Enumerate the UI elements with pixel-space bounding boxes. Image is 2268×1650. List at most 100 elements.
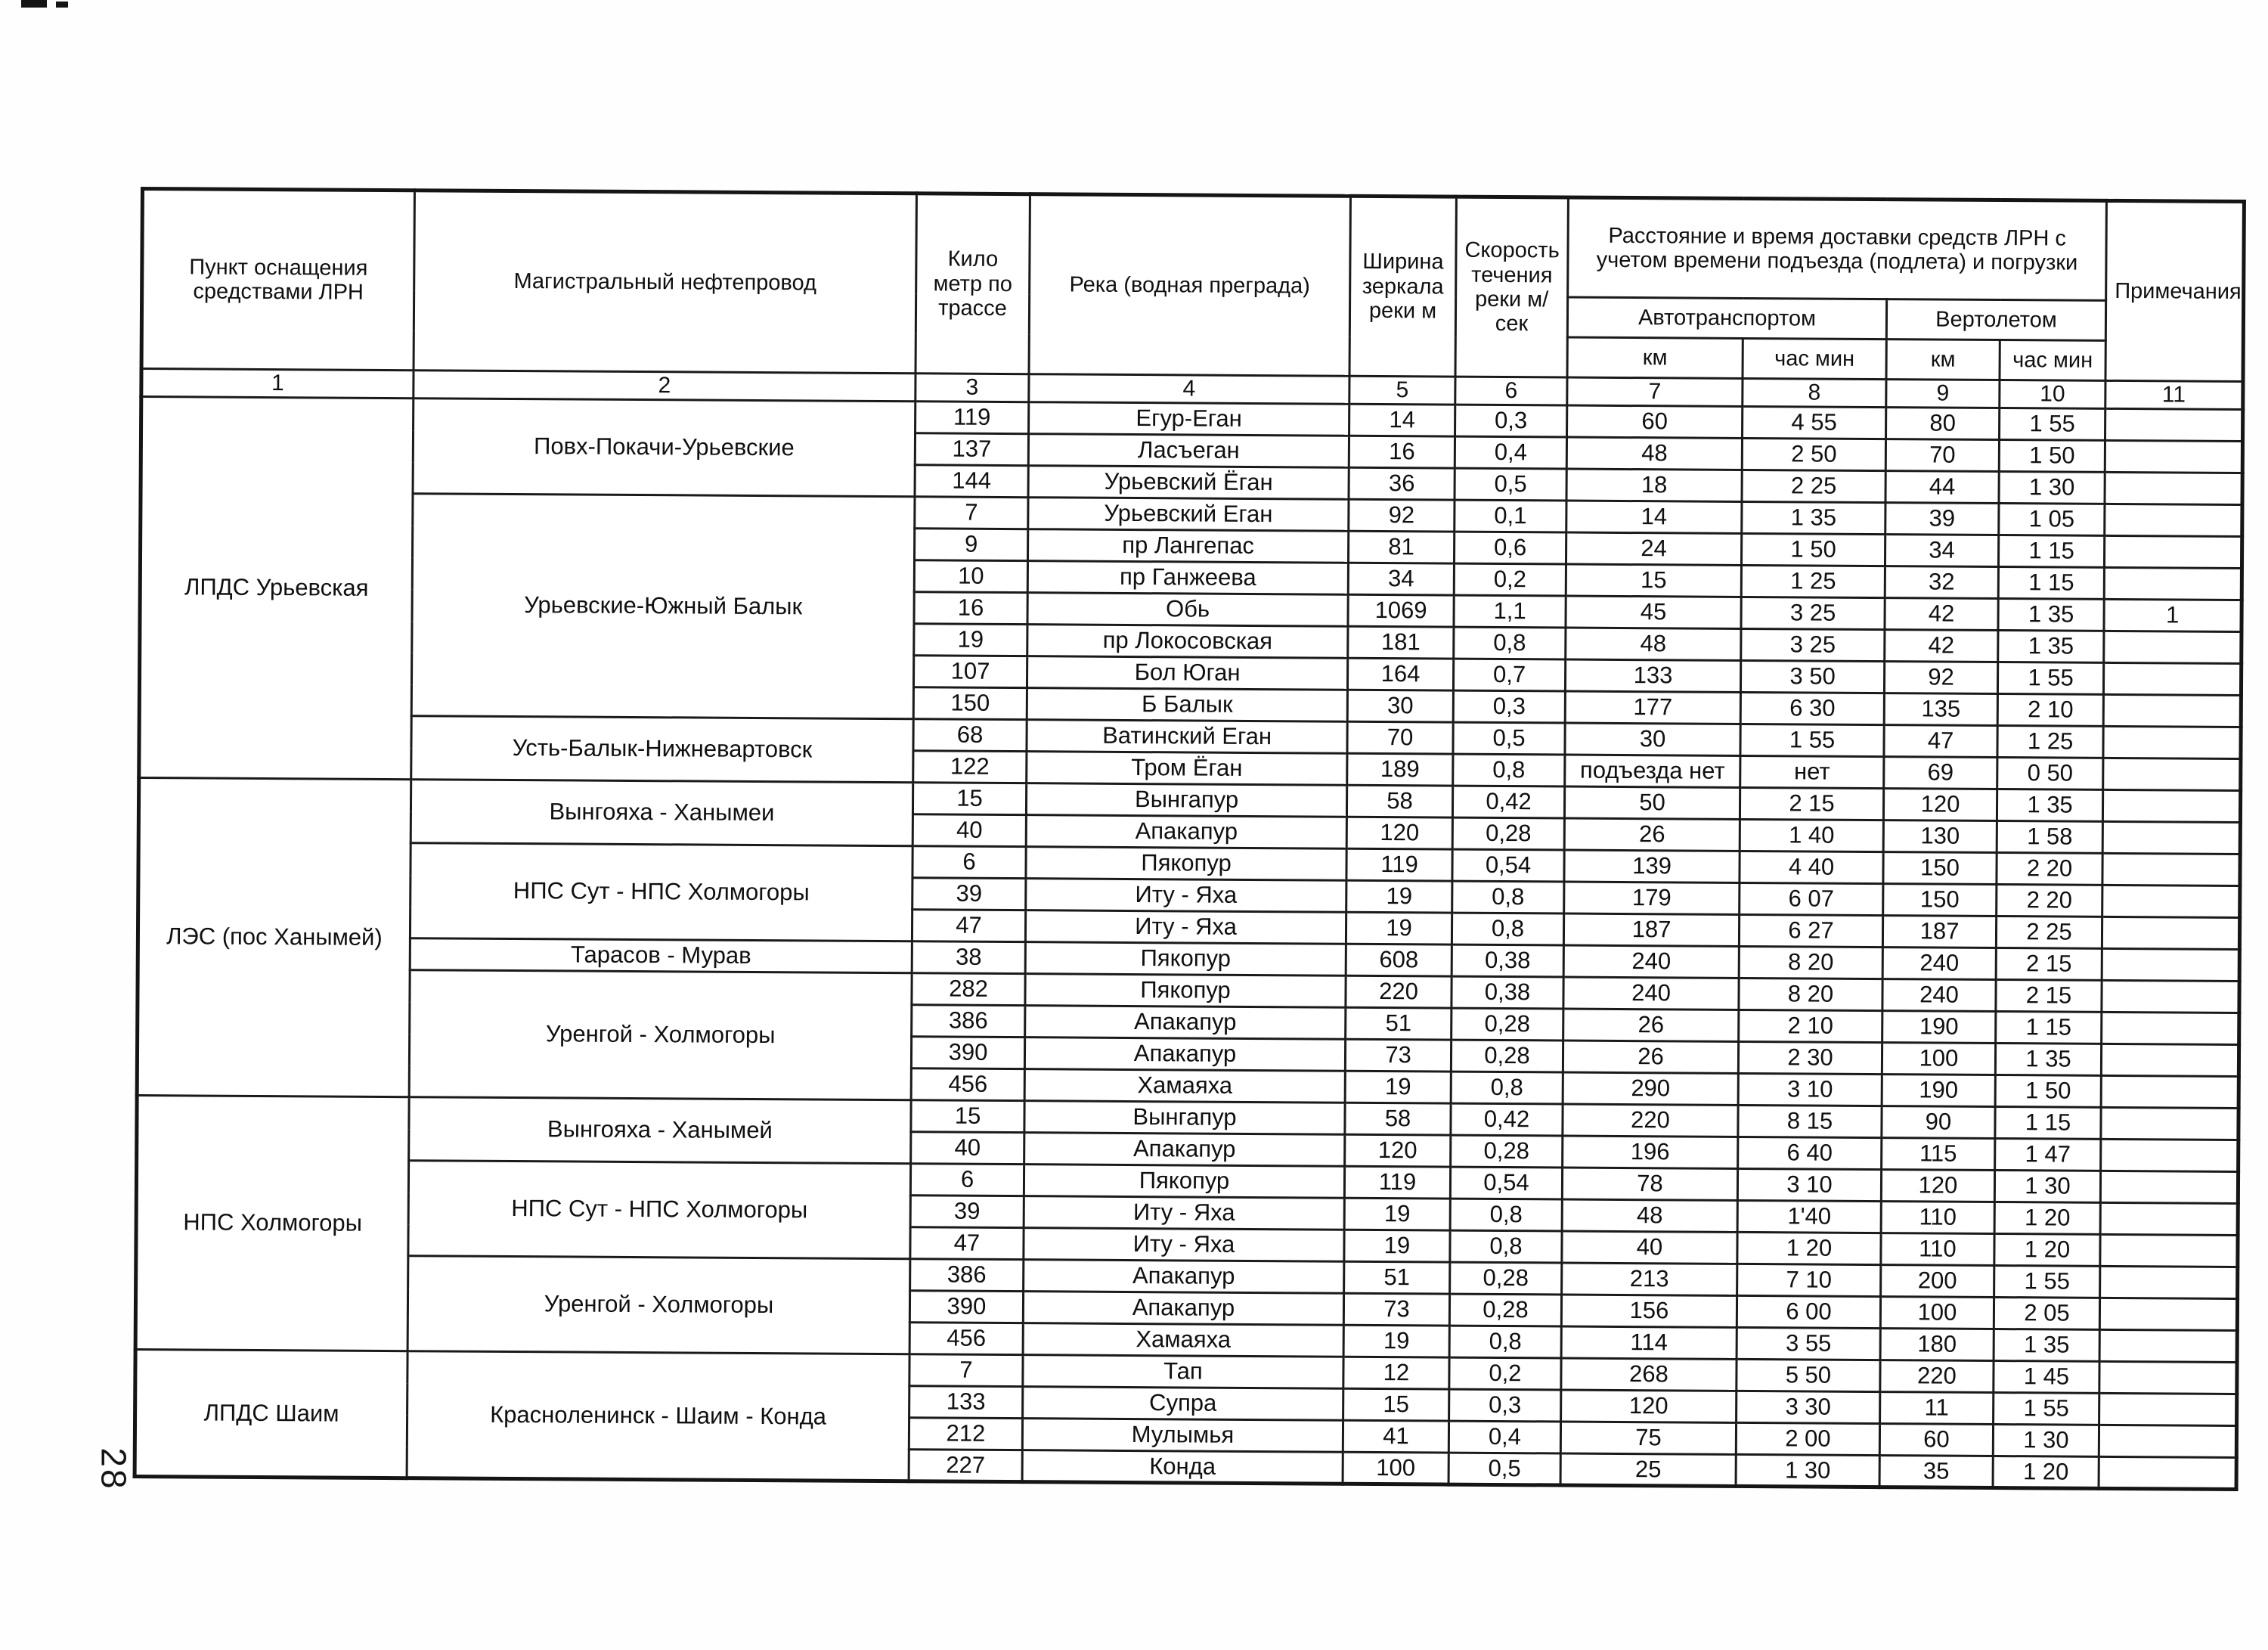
cell-km-mark: 15 [912,782,1027,815]
header-heli-time: час мин [1999,340,2106,381]
cell-flow-speed: 0,3 [1455,405,1567,438]
cell-pipeline: Вынгояха - Ханымей [408,1096,912,1164]
cell-heli-time: 1 55 [1994,1265,2100,1298]
cell-river: Вынгапур [1024,1100,1346,1135]
cell-note [2100,1202,2239,1236]
cell-flow-speed: 0,28 [1452,817,1565,851]
cell-note [2102,885,2240,918]
cell-pipeline: НПС Сут - НПС Холмогоры [407,1160,911,1259]
cell-flow-speed: 0,6 [1454,532,1566,565]
cell-km-mark: 47 [912,909,1026,942]
cell-river: Пякопур [1025,846,1347,881]
cell-flow-speed: 0,2 [1454,563,1566,597]
cell-heli-time: 2 15 [1996,948,2102,981]
cell-km-mark: 122 [912,750,1027,783]
cell-heli-time: 1 58 [1997,820,2103,854]
cell-river: пр Ганжеева [1027,560,1349,595]
cell-heli-time: 1 05 [1998,503,2105,536]
cell-flow-speed: 0,1 [1454,500,1566,533]
cell-auto-time: 1 50 [1741,533,1885,566]
cell-auto-km: 26 [1564,818,1740,851]
cell-heli-km: 69 [1883,756,1997,789]
cell-flow-speed: 0,28 [1450,1135,1563,1168]
cell-km-mark: 390 [911,1036,1025,1069]
cell-heli-km: 130 [1883,820,1997,853]
header-heli-km: км [1885,339,2000,380]
cell-pipeline: Вынгояха - Ханымеи [411,779,913,846]
header-pipeline: Магистральный нефтепровод [414,190,917,374]
cell-auto-time: 3 30 [1736,1391,1880,1424]
cell-auto-km: 78 [1562,1168,1738,1201]
cell-river-width: 119 [1344,1166,1451,1199]
cell-river-width: 14 [1349,404,1455,437]
cell-auto-km: 120 [1560,1390,1737,1423]
cell-river-width: 12 [1343,1357,1450,1390]
cell-river: Хамаяха [1023,1323,1344,1357]
cell-heli-km: 11 [1879,1391,1994,1425]
cell-km-mark: 19 [913,623,1027,656]
cell-flow-speed: 0,8 [1452,913,1564,946]
header-by-auto: Автотранспортом [1567,297,1887,340]
cell-note [2103,694,2242,727]
cell-heli-km: 150 [1882,883,1997,916]
cell-river: Апакапур [1023,1291,1344,1326]
cell-heli-time: 2 25 [1996,916,2102,949]
cell-auto-km: 240 [1563,977,1740,1010]
cell-note [2102,821,2241,854]
cell-note [2099,1456,2237,1490]
cell-flow-speed: 0,4 [1448,1421,1561,1454]
cell-flow-speed: 0,54 [1452,849,1565,882]
cell-km-mark: 10 [914,560,1028,593]
cell-note [2099,1234,2239,1267]
cell-river: Конда [1022,1450,1343,1484]
cell-auto-km: 30 [1564,723,1741,756]
cell-pipeline: Повх-Покачи-Урьевские [413,398,916,497]
cell-river-width: 19 [1346,880,1452,913]
cell-heli-km: 100 [1880,1296,1994,1329]
cell-flow-speed: 0,28 [1449,1294,1562,1327]
header-flow-speed: Скорость течения реки м/сек [1455,197,1569,378]
cell-auto-km: 24 [1566,532,1742,566]
cell-flow-speed: 0,8 [1449,1326,1562,1359]
cell-river-width: 120 [1346,817,1453,850]
cell-km-mark: 119 [915,401,1029,434]
cell-river-width: 19 [1344,1198,1451,1231]
cell-auto-km: 45 [1565,596,1742,629]
cell-river: Урьевский Еган [1027,497,1349,532]
cell-heli-time: 1 20 [1993,1456,2099,1489]
cell-auto-km: 50 [1564,786,1740,820]
cell-flow-speed: 0,5 [1448,1453,1561,1486]
cell-river: Тап [1022,1354,1344,1389]
cell-heli-time: 2 15 [1995,979,2102,1013]
cell-km-mark: 107 [913,655,1027,688]
cell-auto-time: 6 27 [1739,914,1883,948]
cell-heli-km: 180 [1880,1328,1994,1361]
cell-auto-time: 2 00 [1736,1422,1880,1456]
cell-auto-time: 3 10 [1737,1168,1882,1202]
cell-note [2102,726,2242,759]
cell-flow-speed: 0,3 [1448,1389,1561,1422]
cell-note [2101,1044,2239,1077]
cell-flow-speed: 0,5 [1452,722,1566,755]
cell-river: Бол Юган [1027,656,1348,690]
cell-km-mark: 456 [911,1068,1025,1101]
cell-km-mark: 7 [914,496,1029,529]
cell-heli-time: 2 20 [1996,852,2103,885]
cell-heli-time: 1 15 [1994,1106,2102,1140]
table-body: ЛПДС Урьевская Повх-Покачи-Урьевские 119 Ег… [135,396,2243,1490]
cell-km-mark: 16 [913,591,1028,625]
cell-note: 1 [2104,599,2242,632]
cell-auto-time: 6 07 [1739,882,1883,916]
cell-river-width: 119 [1346,848,1453,882]
cell-auto-time: 8 15 [1737,1105,1882,1138]
cell-km-mark: 386 [911,1004,1025,1037]
cell-heli-time: 1 15 [1995,1011,2102,1044]
cell-km-mark: 137 [915,433,1029,466]
cell-flow-speed: 0,42 [1450,1103,1563,1137]
cell-km-mark: 39 [910,1195,1024,1228]
cell-river-width: 51 [1343,1261,1450,1295]
cell-note [2100,1171,2239,1204]
cell-pipeline: Уренгой - Холмогоры [407,1255,910,1354]
cell-river-width: 164 [1347,658,1454,691]
